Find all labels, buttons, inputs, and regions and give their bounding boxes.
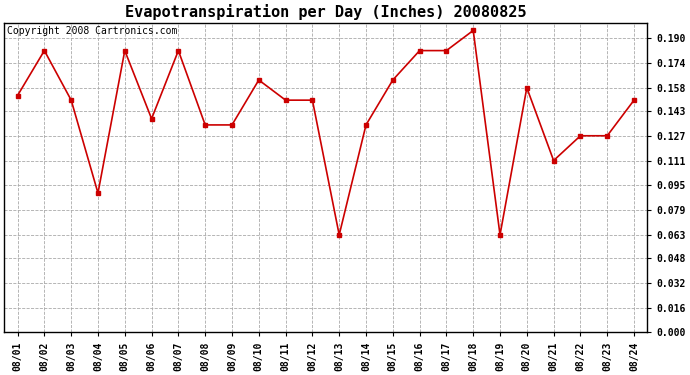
- Title: Evapotranspiration per Day (Inches) 20080825: Evapotranspiration per Day (Inches) 2008…: [125, 4, 526, 20]
- Text: Copyright 2008 Cartronics.com: Copyright 2008 Cartronics.com: [8, 26, 178, 36]
